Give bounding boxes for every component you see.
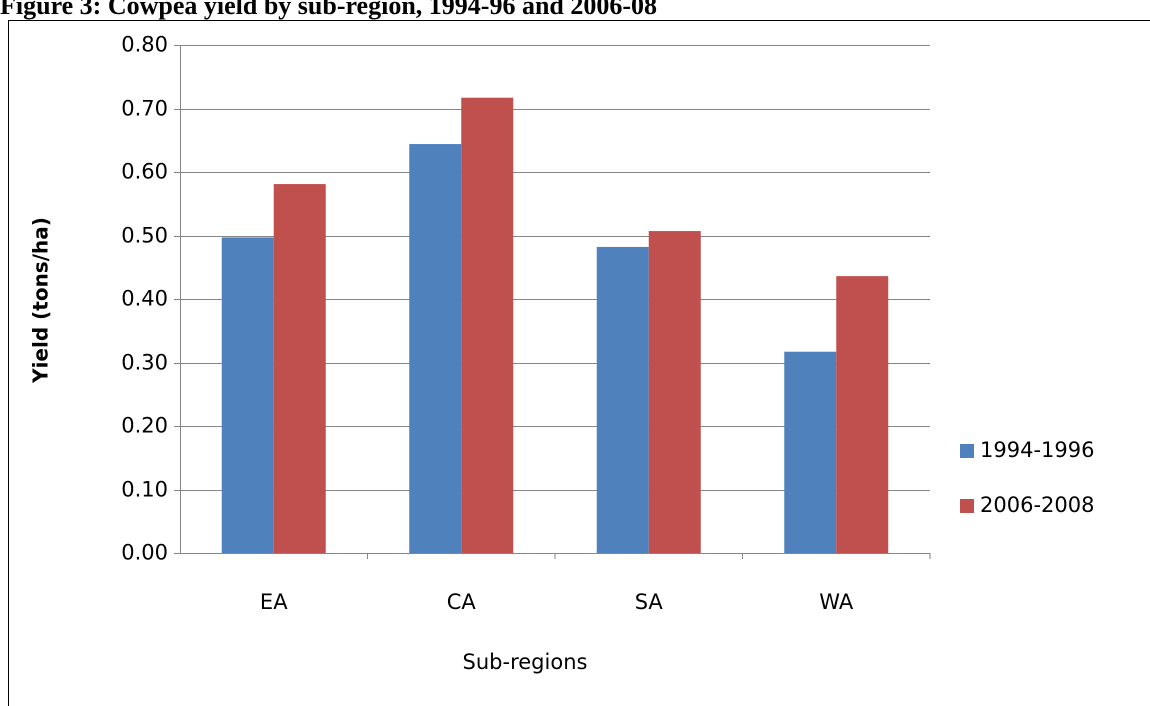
bar [596,246,649,553]
x-tick-label: CA [447,590,477,614]
bar [648,231,701,553]
bar [273,184,326,553]
bar [784,351,837,553]
legend-label: 1994-1996 [980,438,1094,462]
title-bg [0,0,760,20]
y-tick-label: 0.80 [121,33,168,57]
x-tick-label: WA [819,590,854,614]
bar [461,97,514,553]
chart-title: Figure 3: Cowpea yield by sub-region, 19… [0,0,657,20]
bar [836,276,889,553]
x-tick-label: SA [635,590,664,614]
legend-label: 2006-2008 [980,493,1094,517]
y-tick-label: 0.30 [121,351,168,375]
y-axis-title: Yield (tons/ha) [29,217,53,384]
bar [221,237,274,553]
bar [409,144,462,553]
y-tick-label: 0.50 [121,224,168,248]
legend-swatch [960,499,974,513]
y-tick-label: 0.40 [121,287,168,311]
y-tick-label: 0.10 [121,478,168,502]
y-tick-label: 0.00 [121,541,168,565]
y-tick-label: 0.70 [121,97,168,121]
x-tick-label: EA [260,590,288,614]
legend-swatch [960,444,974,458]
y-tick-label: 0.60 [121,160,168,184]
y-tick-label: 0.20 [121,414,168,438]
x-axis-title: Sub-regions [463,650,588,674]
